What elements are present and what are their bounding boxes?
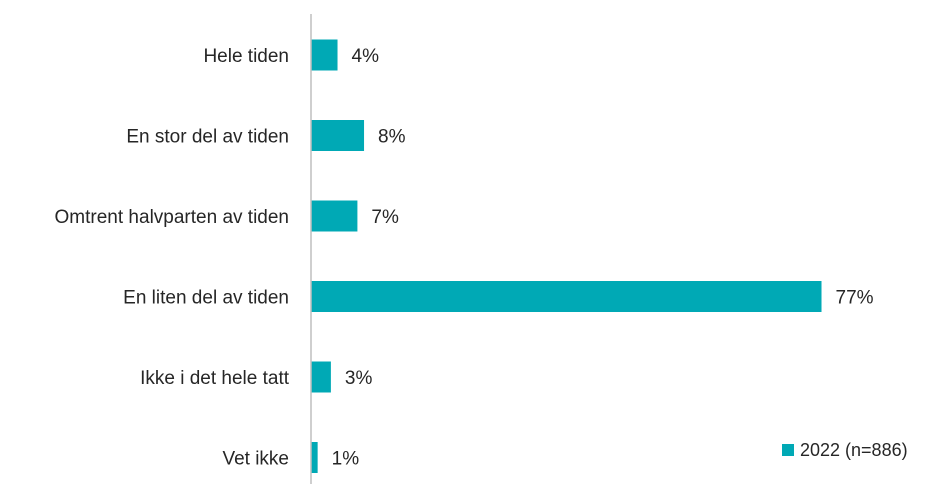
bar-5 — [311, 442, 318, 473]
value-label-2: 7% — [371, 207, 399, 228]
legend-swatch — [782, 444, 794, 456]
category-labels: Hele tiden En stor del av tiden Omtrent ha… — [55, 46, 290, 470]
value-labels: 4% 8% 7% 77% 3% 1% — [332, 46, 874, 470]
bar-4 — [311, 361, 331, 393]
bar-3 — [311, 281, 822, 312]
value-label-4: 3% — [345, 368, 373, 389]
legend-label: 2022 (n=886) — [800, 440, 908, 460]
bar-0 — [311, 39, 338, 71]
value-label-3: 77% — [836, 288, 874, 309]
value-label-5: 1% — [332, 449, 360, 470]
value-label-0: 4% — [352, 46, 380, 67]
category-label-2: Omtrent halvparten av tiden — [55, 207, 289, 228]
category-label-3: En liten del av tiden — [123, 288, 289, 309]
bar-1 — [311, 120, 365, 151]
bars-group — [311, 39, 822, 473]
bar-2 — [311, 200, 358, 232]
legend: 2022 (n=886) — [782, 440, 908, 460]
value-label-1: 8% — [378, 127, 406, 148]
category-label-0: Hele tiden — [203, 46, 289, 67]
category-label-1: En stor del av tiden — [126, 127, 289, 148]
category-label-4: Ikke i det hele tatt — [140, 368, 290, 389]
category-label-5: Vet ikke — [222, 449, 289, 470]
